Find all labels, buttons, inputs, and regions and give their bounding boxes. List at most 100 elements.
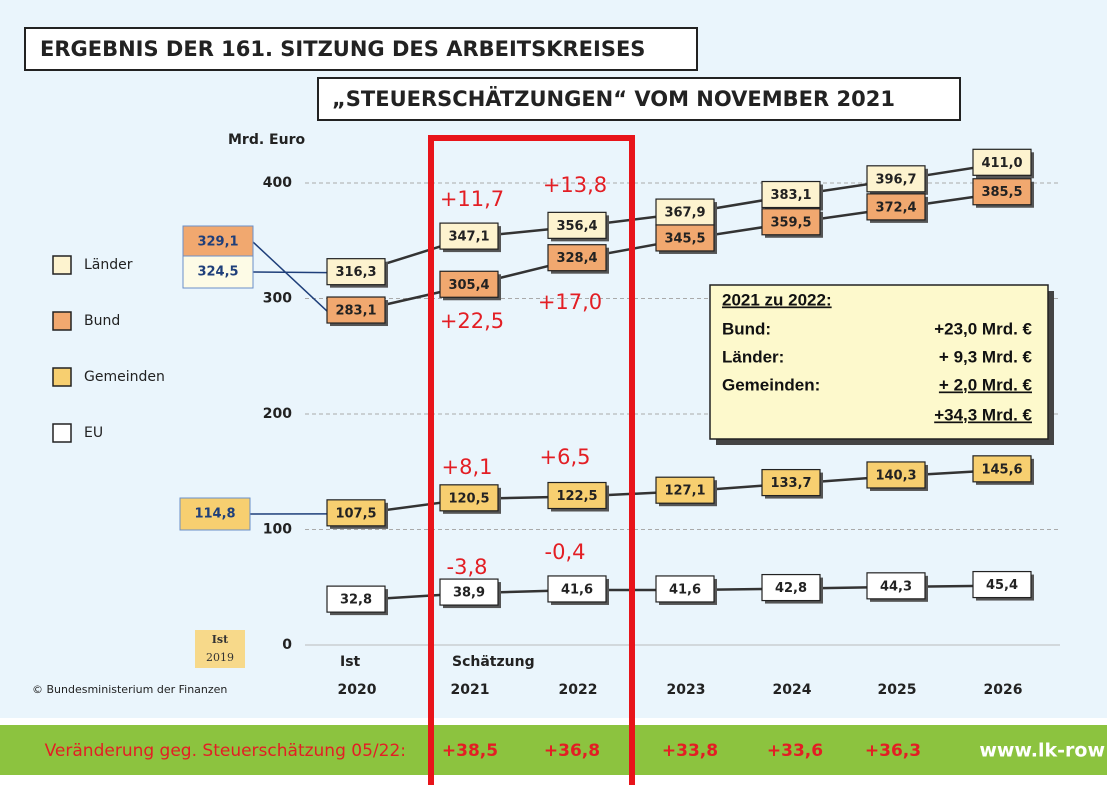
summary-row-value: +23,0 Mrd. € (934, 319, 1032, 338)
x-tick-label: 2024 (773, 682, 812, 698)
value-box (547, 481, 607, 510)
y-axis-label: Mrd. Euro (228, 132, 305, 148)
y-tick-label: 300 (263, 291, 292, 307)
value-label: 120,5 (448, 491, 489, 506)
change-annotation: +11,7 (440, 187, 504, 211)
value-label: 359,5 (770, 215, 811, 230)
value-label: 127,1 (664, 484, 705, 499)
legend-label: Gemeinden (84, 369, 165, 385)
change-annotation: -3,8 (447, 555, 488, 579)
value-box (547, 211, 607, 239)
value-box (761, 208, 821, 236)
bottom-value: +33,6 (767, 741, 823, 761)
x-tick-label: 2021 (451, 682, 490, 698)
ist-box (182, 225, 254, 259)
bottom-value: +38,5 (442, 741, 498, 761)
value-box (972, 178, 1032, 206)
highlight-frame (428, 135, 635, 785)
ist-connector (252, 271, 328, 274)
value-label: 305,4 (448, 278, 489, 293)
value-label: 356,4 (556, 219, 597, 234)
value-label: 345,5 (664, 231, 705, 246)
value-box (326, 296, 386, 324)
value-box (866, 461, 926, 489)
x-tick-label: 2022 (559, 682, 598, 698)
value-box (972, 455, 1032, 483)
ist-year-label: Ist (212, 633, 229, 646)
ist-connector (252, 241, 328, 312)
y-tick-label: 100 (263, 522, 292, 538)
ist-year-label: 2019 (206, 651, 234, 664)
legend-swatch (52, 423, 72, 443)
ist-value: 329,1 (197, 235, 238, 250)
value-label: 385,5 (981, 185, 1022, 200)
value-box (326, 258, 386, 286)
value-box (972, 148, 1032, 176)
legend-swatch (52, 311, 72, 331)
change-annotation: +13,8 (543, 173, 607, 197)
value-label: 140,3 (875, 468, 916, 483)
value-label: 44,3 (880, 579, 912, 594)
ist-year-box (195, 630, 245, 668)
x-tick-label: 2026 (984, 682, 1023, 698)
value-label: 283,1 (335, 304, 376, 319)
value-box (866, 193, 926, 221)
value-box (326, 499, 386, 527)
value-box (655, 224, 715, 252)
bottom-bar (0, 725, 1107, 775)
value-label: 107,5 (335, 506, 376, 521)
y-tick-label: 200 (263, 406, 292, 422)
value-label: 38,9 (453, 586, 485, 601)
value-label: 411,0 (981, 156, 1022, 171)
value-label: 316,3 (335, 265, 376, 280)
legend-swatch (52, 255, 72, 275)
value-box (655, 575, 715, 603)
legend-label: Länder (84, 257, 133, 273)
bottom-label: Veränderung geg. Steuerschätzung 05/22: (45, 741, 406, 761)
value-label: 122,5 (556, 489, 597, 504)
source: © Bundesministerium der Finanzen (32, 683, 227, 696)
ist-value: 324,5 (197, 265, 238, 280)
value-box (655, 476, 715, 504)
subtitle-box (317, 77, 961, 121)
x-tick-label: 2020 (338, 682, 377, 698)
value-label: 372,4 (875, 200, 916, 215)
change-annotation: +17,0 (538, 290, 602, 314)
bottom-url: www.lk-row (979, 740, 1105, 762)
value-box (439, 578, 499, 606)
value-label: 42,8 (775, 581, 807, 596)
value-box (547, 575, 607, 603)
value-label: 347,1 (448, 230, 489, 245)
value-label: 133,7 (770, 476, 811, 491)
ist-box (182, 255, 254, 289)
legend-label: EU (84, 425, 103, 441)
y-tick-label: 0 (282, 637, 292, 653)
value-label: 41,6 (669, 582, 701, 597)
bottom-value: +33,8 (662, 741, 718, 761)
legend-swatch (52, 367, 72, 387)
change-annotation: +22,5 (440, 309, 504, 333)
summary-row-value: + 9,3 Mrd. € (939, 347, 1033, 366)
value-box (326, 585, 386, 613)
value-label: 367,9 (664, 206, 705, 221)
phase-label: Ist (340, 654, 361, 670)
summary-row-label: Länder: (722, 347, 784, 366)
value-box (866, 572, 926, 600)
value-box (547, 244, 607, 272)
value-label: 45,4 (986, 578, 1018, 593)
value-box (866, 165, 926, 193)
y-tick-label: 400 (263, 175, 292, 191)
ist-value: 114,8 (194, 507, 235, 522)
value-label: 41,6 (561, 582, 593, 597)
ist-box (179, 497, 251, 531)
value-box (761, 468, 821, 497)
bottom-value: +36,3 (865, 741, 921, 761)
value-box (655, 198, 715, 226)
summary-total: +34,3 Mrd. € (934, 405, 1032, 424)
change-annotation: -0,4 (545, 540, 586, 564)
change-annotation: +6,5 (540, 445, 591, 469)
x-tick-label: 2025 (878, 682, 917, 698)
legend-label: Bund (84, 313, 120, 329)
value-box (439, 270, 499, 298)
